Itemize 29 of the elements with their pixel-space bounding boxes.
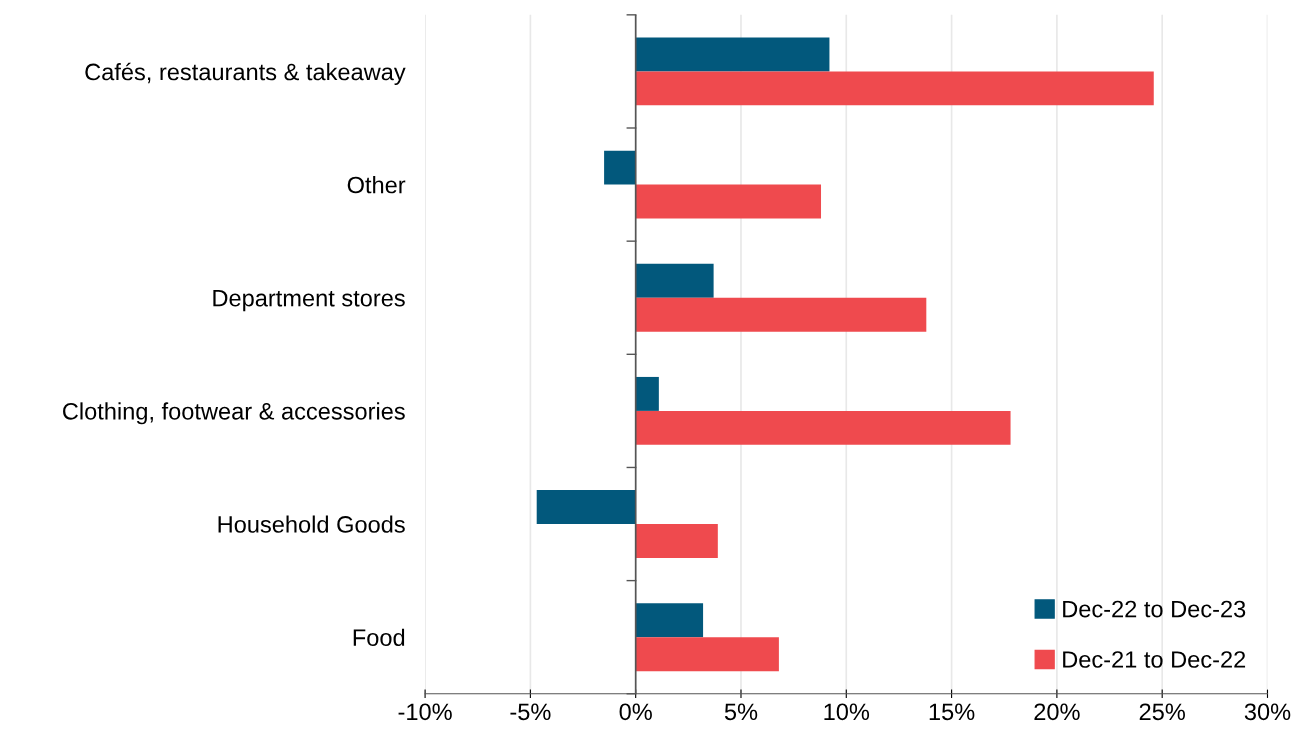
legend-label: Dec-22 to Dec-23 <box>1063 600 1246 618</box>
bar <box>635 410 1011 445</box>
x-tick-label: 30% <box>1244 703 1291 721</box>
x-tick-label: 10% <box>824 703 870 721</box>
bar <box>635 297 927 332</box>
legend-label: Dec-21 to Dec-22 <box>1063 651 1246 668</box>
x-tick-label: 20% <box>1034 703 1080 721</box>
x-tick-label: 5% <box>724 703 758 721</box>
bar <box>635 637 779 672</box>
x-tick-label: 0% <box>619 703 652 721</box>
bar <box>635 376 659 411</box>
x-tick-label: 15% <box>929 703 975 721</box>
bar <box>635 603 704 638</box>
bar <box>604 150 636 185</box>
y-tick-label: Department stores <box>213 290 405 312</box>
bar <box>536 490 636 525</box>
bar <box>635 71 1154 106</box>
bar <box>635 263 714 298</box>
y-tick-label: Other <box>347 176 406 194</box>
x-tick-label: -10% <box>398 703 452 721</box>
x-tick-label: 25% <box>1139 703 1185 721</box>
x-tick-label: -5% <box>510 703 551 721</box>
bar <box>635 37 830 72</box>
y-tick-label: Household Goods <box>218 515 405 533</box>
y-tick-label: Clothing, footwear & accessories <box>63 402 405 425</box>
bar <box>635 184 822 219</box>
y-tick-label: Food <box>353 628 405 646</box>
y-tick-label: Cafés, restaurants & takeaway <box>85 62 406 86</box>
bar <box>635 524 718 558</box>
